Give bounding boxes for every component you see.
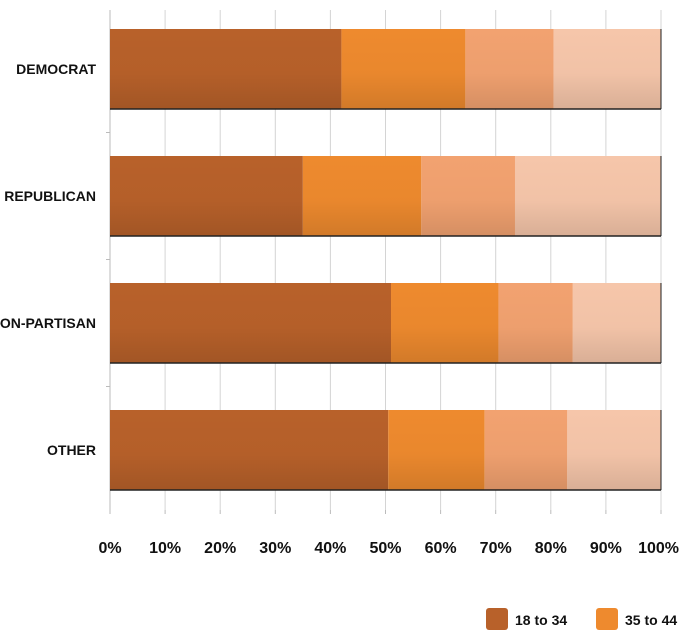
bar-segment-shade	[391, 283, 499, 363]
bar-segment-shade	[484, 410, 568, 490]
bar-segment-shade	[498, 283, 573, 363]
bar-segment-shade	[110, 410, 389, 490]
bar-segment-shade	[388, 410, 485, 490]
x-tick-label: 10%	[149, 540, 181, 557]
bars	[110, 29, 662, 491]
bar-segment-shade	[341, 29, 466, 109]
category-labels: DEMOCRAT REPUBLICAN NON-PARTISAN OTHER	[0, 61, 96, 458]
bar-segment-shade	[514, 156, 661, 236]
x-tick-label: 90%	[590, 540, 622, 557]
bar-segment-shade	[567, 410, 661, 490]
x-tick-label: 50%	[369, 540, 401, 557]
bar-segment-shade	[572, 283, 661, 363]
bar-segment-shade	[110, 29, 342, 109]
legend-swatch	[486, 608, 508, 630]
bar-segment-shade	[421, 156, 515, 236]
legend: 18 to 34 35 to 44	[486, 608, 677, 630]
x-axis: 0% 10% 20% 30% 40% 50% 60% 70% 80% 90% 100%	[98, 510, 679, 557]
x-tick-label: 0%	[98, 540, 121, 557]
bar-segment-shade	[110, 283, 392, 363]
bar-segment-shade	[465, 29, 554, 109]
legend-label: 18 to 34	[515, 612, 567, 628]
bar-segment-shade	[302, 156, 422, 236]
x-tick-label: 80%	[535, 540, 567, 557]
bar-segment-shade	[553, 29, 661, 109]
x-tick-label: 30%	[259, 540, 291, 557]
legend-label: 35 to 44	[625, 612, 677, 628]
x-tick-label: 100%	[638, 540, 679, 557]
category-label: NON-PARTISAN	[0, 315, 96, 331]
category-label: REPUBLICAN	[4, 188, 96, 204]
legend-swatch	[596, 608, 618, 630]
category-label: OTHER	[47, 442, 96, 458]
x-tick-label: 60%	[425, 540, 457, 557]
x-tick-label: 20%	[204, 540, 236, 557]
bar-segment-shade	[110, 156, 303, 236]
category-label: DEMOCRAT	[16, 61, 96, 77]
x-tick-label: 40%	[314, 540, 346, 557]
x-tick-label: 70%	[480, 540, 512, 557]
